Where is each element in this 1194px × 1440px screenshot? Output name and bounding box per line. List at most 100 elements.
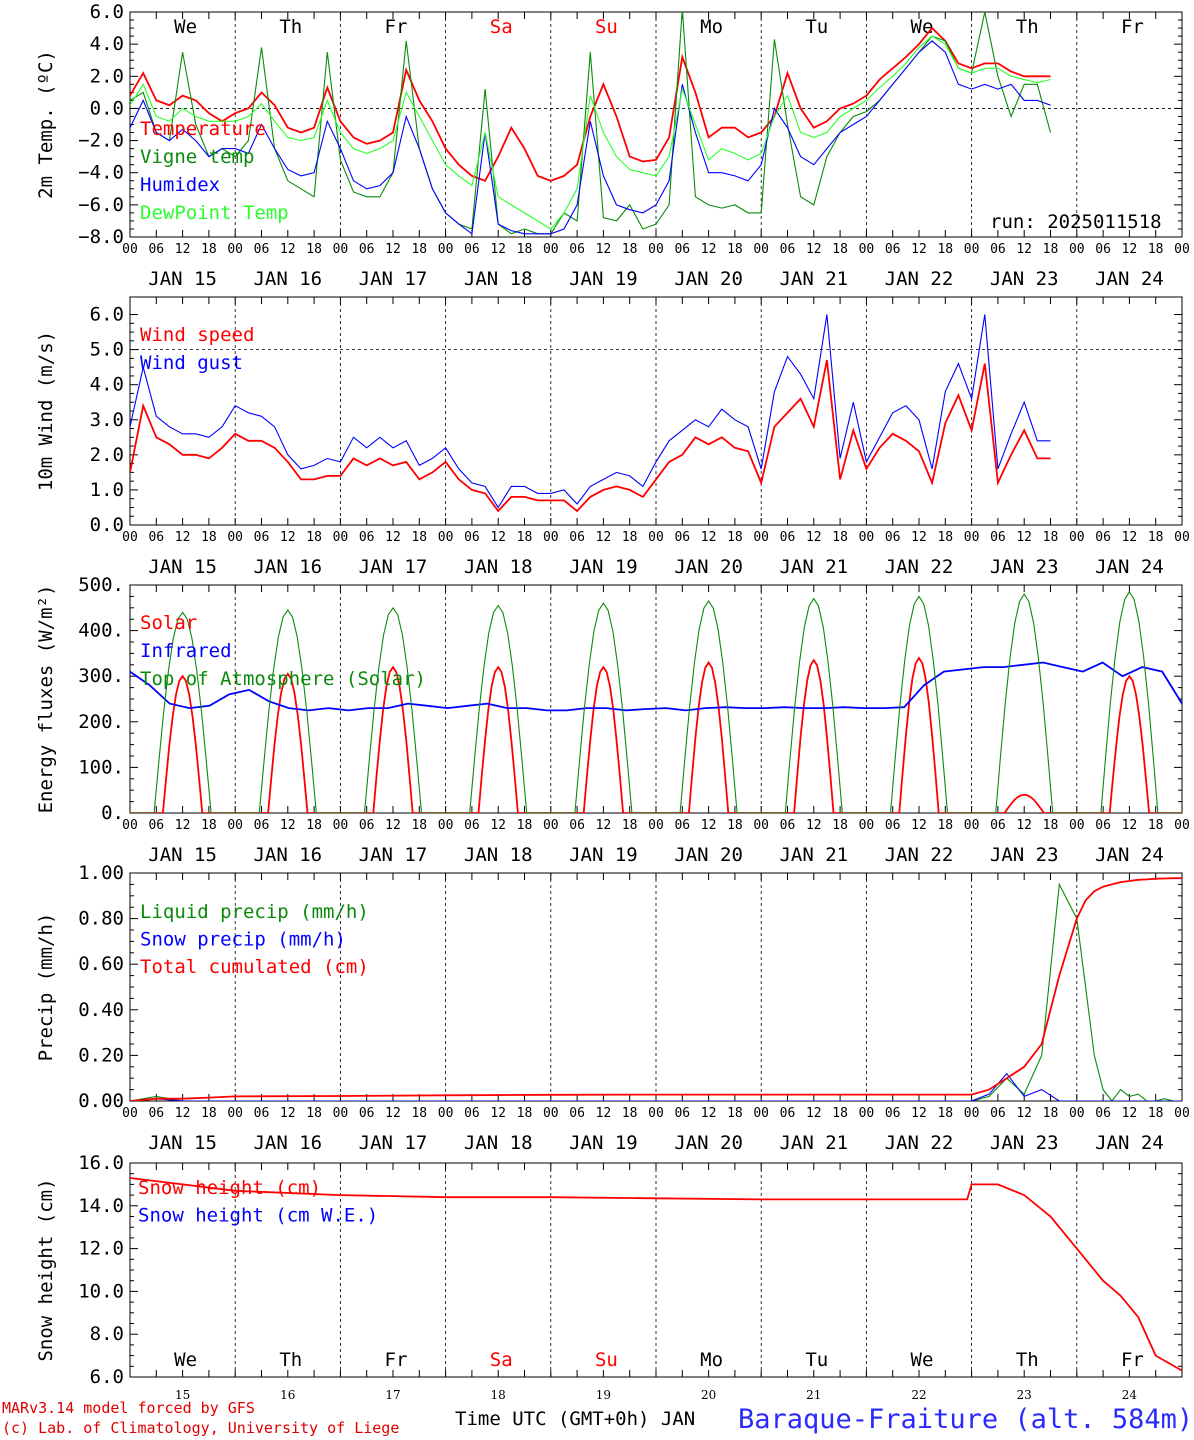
hour-tick-label: 12 bbox=[490, 242, 506, 257]
hour-tick-label: 00 bbox=[333, 818, 349, 833]
series-line bbox=[130, 661, 1182, 712]
hour-tick-label: 00 bbox=[1174, 1106, 1190, 1121]
date-label: JAN 16 bbox=[253, 556, 322, 578]
hour-tick-label: 18 bbox=[411, 818, 427, 833]
hour-tick-label: 18 bbox=[832, 242, 848, 257]
hour-tick-label: 18 bbox=[411, 530, 427, 545]
hour-tick-label: 12 bbox=[385, 242, 401, 257]
hour-tick-label: 06 bbox=[359, 242, 375, 257]
hour-tick-label: 18 bbox=[201, 1106, 217, 1121]
hour-tick-label: 18 bbox=[411, 1106, 427, 1121]
y-tick-label: 3.0 bbox=[90, 409, 124, 431]
hour-tick-label: 12 bbox=[701, 1106, 717, 1121]
series-line bbox=[130, 40, 1051, 235]
date-label: JAN 22 bbox=[885, 556, 954, 578]
hour-tick-label: 06 bbox=[885, 530, 901, 545]
hour-tick-label: 12 bbox=[701, 530, 717, 545]
date-label: JAN 20 bbox=[674, 268, 743, 290]
day-of-week-label: Sa bbox=[490, 1349, 513, 1371]
hour-tick-label: 12 bbox=[911, 818, 927, 833]
hour-tick-label: 06 bbox=[464, 242, 480, 257]
day-number: 23 bbox=[1017, 1388, 1032, 1402]
date-label: JAN 23 bbox=[990, 556, 1059, 578]
y-tick-label: 200. bbox=[78, 711, 124, 733]
y-axis-label: Precip (mm/h) bbox=[35, 913, 57, 1062]
hour-tick-label: 18 bbox=[937, 242, 953, 257]
date-label: JAN 22 bbox=[885, 844, 954, 866]
y-axis-label: Energy fluxes (W/m²) bbox=[35, 585, 57, 814]
hour-tick-label: 18 bbox=[517, 530, 533, 545]
hour-tick-label: 00 bbox=[1174, 530, 1190, 545]
hour-tick-label: 00 bbox=[753, 242, 769, 257]
hour-tick-label: 06 bbox=[885, 1106, 901, 1121]
hour-tick-label: 18 bbox=[1148, 530, 1164, 545]
day-of-week-label: Su bbox=[595, 16, 618, 38]
hour-tick-label: 06 bbox=[464, 1106, 480, 1121]
hour-tick-label: 06 bbox=[254, 1106, 270, 1121]
hour-tick-label: 00 bbox=[438, 818, 454, 833]
day-of-week-label: Mo bbox=[700, 1349, 723, 1371]
hour-tick-label: 06 bbox=[674, 242, 690, 257]
hour-tick-label: 06 bbox=[254, 818, 270, 833]
hour-tick-label: 00 bbox=[543, 530, 559, 545]
hour-tick-label: 00 bbox=[1069, 1106, 1085, 1121]
hour-tick-label: 06 bbox=[464, 818, 480, 833]
hour-tick-label: 12 bbox=[1122, 530, 1138, 545]
y-tick-label: 0.80 bbox=[78, 908, 124, 930]
series-line bbox=[130, 590, 1182, 813]
hour-tick-label: 00 bbox=[964, 530, 980, 545]
hour-tick-label: 00 bbox=[438, 242, 454, 257]
date-label: JAN 21 bbox=[779, 844, 848, 866]
hour-tick-label: 06 bbox=[254, 530, 270, 545]
date-label: JAN 16 bbox=[253, 1132, 322, 1154]
date-label: JAN 19 bbox=[569, 268, 638, 290]
hour-tick-label: 18 bbox=[937, 818, 953, 833]
hour-tick-label: 00 bbox=[648, 242, 664, 257]
series-group bbox=[130, 12, 1052, 235]
y-tick-label: 4.0 bbox=[90, 374, 124, 396]
hour-tick-label: 12 bbox=[490, 818, 506, 833]
hour-tick-label: 00 bbox=[543, 1106, 559, 1121]
legend-entry: Total cumulated (cm) bbox=[140, 956, 369, 978]
hour-tick-label: 06 bbox=[148, 1106, 164, 1121]
hour-tick-label: 00 bbox=[333, 242, 349, 257]
date-label: JAN 23 bbox=[990, 1132, 1059, 1154]
series-group bbox=[130, 314, 1051, 513]
y-tick-label: 10.0 bbox=[78, 1280, 124, 1302]
day-of-week-label: Fr bbox=[1121, 1349, 1144, 1371]
panel-3: 0. 100. 200. 300. 400. 500. Energy fluxes (W/m… bbox=[35, 574, 1190, 866]
legend-entry: Infrared bbox=[140, 640, 232, 662]
hour-tick-label: 12 bbox=[911, 1106, 927, 1121]
legend-entry: Top of Atmosphere (Solar) bbox=[140, 668, 426, 690]
day-of-week-label: Th bbox=[279, 1349, 302, 1371]
hour-tick-label: 12 bbox=[280, 530, 296, 545]
y-tick-label: −6.0 bbox=[78, 194, 124, 216]
hour-tick-label: 18 bbox=[1148, 1106, 1164, 1121]
hour-tick-label: 06 bbox=[674, 530, 690, 545]
date-label: JAN 20 bbox=[674, 844, 743, 866]
date-label: JAN 21 bbox=[779, 1132, 848, 1154]
hour-tick-label: 00 bbox=[1069, 818, 1085, 833]
y-tick-label: 14.0 bbox=[78, 1195, 124, 1217]
legend-entry: Solar bbox=[140, 612, 197, 634]
hour-tick-label: 12 bbox=[806, 818, 822, 833]
hour-tick-label: 12 bbox=[596, 530, 612, 545]
series-line bbox=[130, 877, 1182, 1101]
series-group bbox=[130, 590, 1182, 813]
hour-tick-label: 12 bbox=[806, 242, 822, 257]
hour-tick-label: 00 bbox=[543, 242, 559, 257]
hour-tick-label: 00 bbox=[753, 530, 769, 545]
day-of-week-label: Fr bbox=[1121, 16, 1144, 38]
x-axis-title: Time UTC (GMT+0h) JAN bbox=[455, 1408, 695, 1430]
hour-tick-label: 06 bbox=[148, 818, 164, 833]
legend-entry: Wind speed bbox=[140, 324, 254, 346]
hour-tick-label: 00 bbox=[859, 818, 875, 833]
hour-tick-label: 00 bbox=[1174, 818, 1190, 833]
hour-tick-label: 18 bbox=[622, 1106, 638, 1121]
hour-tick-label: 12 bbox=[596, 242, 612, 257]
hour-tick-label: 00 bbox=[122, 242, 138, 257]
hour-tick-label: 12 bbox=[490, 530, 506, 545]
hour-tick-label: 00 bbox=[227, 530, 243, 545]
y-tick-label: 0.40 bbox=[78, 999, 124, 1021]
